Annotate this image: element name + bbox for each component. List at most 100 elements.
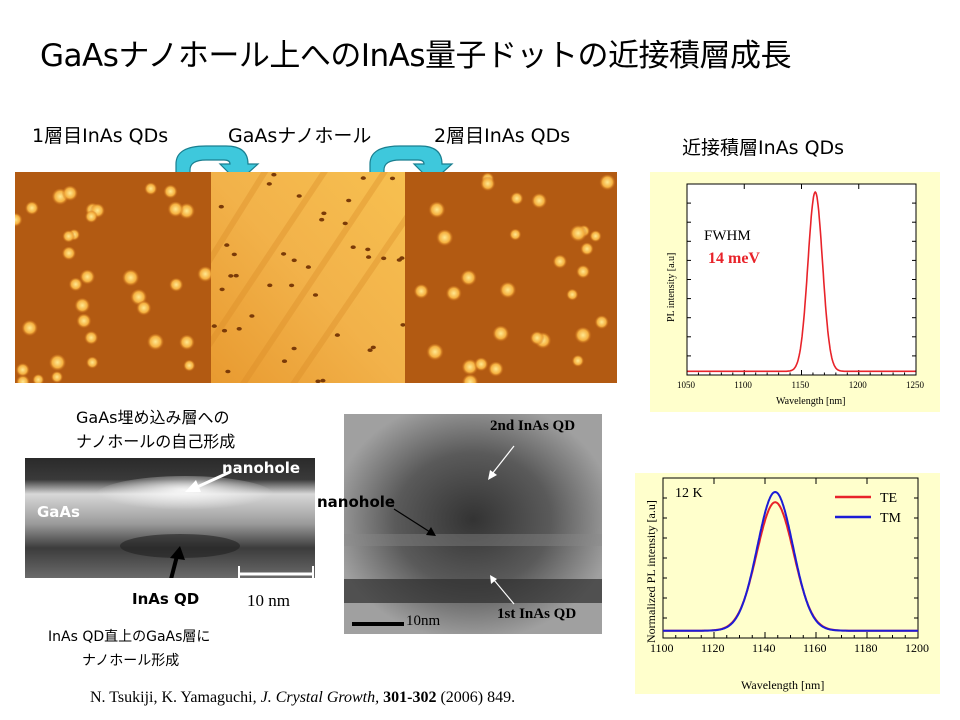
afm-dot [144, 182, 158, 196]
afm-dot [74, 298, 91, 315]
tem-scale-label-right: 10nm [406, 613, 441, 629]
afm-dot [445, 285, 462, 303]
pl-ylabel: PL intensity [a.u] [666, 253, 677, 322]
pl-xtick-label: 1150 [792, 380, 810, 390]
tem-label-nanohole: nanohole [222, 459, 301, 477]
pl-xtick-label: 1100 [734, 380, 752, 390]
afm-hole [370, 345, 376, 350]
afm-hole [228, 274, 234, 278]
reference-citation: N. Tsukiji, K. Yamaguchi, J. Crystal Gro… [90, 689, 515, 707]
afm-dot [15, 213, 23, 228]
afm-hole [267, 283, 273, 288]
afm-dot [492, 325, 510, 343]
afm-hole [221, 328, 228, 333]
afm-hole [266, 182, 272, 186]
afm-label-first-layer: 1層目InAs QDs [32, 125, 169, 147]
afm-dot [136, 300, 152, 317]
afm-hole [289, 283, 295, 288]
te-tm-xtick-label: 1100 [650, 641, 674, 655]
stacked-qd-label: 近接積層InAs QDs [682, 137, 845, 159]
afm-dot [197, 266, 211, 284]
afm-image-second-layer [405, 172, 617, 383]
afm-dot [599, 174, 616, 192]
afm-dot [435, 229, 454, 248]
afm-label-second-layer: 2層目InAs QDs [434, 125, 571, 147]
pl-xlabel: Wavelength [nm] [776, 396, 845, 407]
te-tm-xtick-label: 1160 [803, 641, 827, 655]
afm-dot [413, 284, 430, 300]
pl-fwhm-value: 14 meV [708, 250, 760, 267]
afm-dot [589, 230, 602, 243]
afm-dot [531, 193, 548, 210]
afm-dot [62, 230, 76, 244]
tem-image-stacked [344, 414, 602, 634]
afm-hole [399, 256, 405, 260]
afm-hole [381, 256, 387, 261]
afm-dot [510, 192, 524, 206]
afm-dot [509, 228, 522, 242]
afm-hole [400, 323, 405, 327]
tem-label-second-qd: 2nd InAs QD [490, 418, 576, 434]
afm-hole [334, 333, 340, 337]
afm-image-first-layer [15, 172, 211, 383]
legend-te-label: TE [880, 491, 897, 506]
afm-hole [236, 327, 242, 331]
afm-hole [281, 359, 288, 363]
afm-dot [529, 331, 545, 346]
afm-dot [580, 242, 594, 257]
afm-dot [552, 254, 568, 270]
tem-image-cross-section [25, 458, 315, 578]
tem-caption-bottom-line2: ナノホール形成 [82, 653, 180, 669]
afm-hole [320, 378, 326, 383]
afm-dot [428, 201, 446, 220]
tem-label-first-qd: 1st InAs QD [497, 606, 577, 622]
te-tm-xtick-label: 1200 [905, 641, 929, 655]
afm-dot [61, 185, 79, 203]
afm-dot [84, 331, 99, 346]
afm-hole [315, 379, 321, 383]
afm-dot [79, 269, 96, 286]
afm-dot [48, 354, 67, 373]
afm-dot [576, 265, 591, 280]
te-tm-xtick-label: 1120 [701, 641, 725, 655]
afm-dot [146, 333, 165, 352]
afm-hole [281, 252, 287, 256]
afm-hole [296, 194, 302, 198]
tem-caption-top-line2: ナノホールの自己形成 [76, 432, 236, 451]
afm-hole [218, 204, 224, 209]
pl-xtick-label: 1050 [677, 380, 696, 390]
tem-label-nanohole-right: nanohole [317, 493, 396, 511]
afm-hole [342, 221, 348, 226]
afm-dot [571, 355, 585, 368]
afm-dot [84, 210, 98, 224]
afm-dot [426, 343, 444, 362]
afm-dot [121, 269, 140, 288]
te-tm-ylabel: Normalized PL intensity [a.u] [644, 500, 658, 643]
afm-hole [233, 273, 239, 278]
pl-xtick-label: 1250 [906, 380, 925, 390]
afm-dot [178, 334, 195, 352]
afm-dot [569, 225, 588, 243]
afm-image-nanohole [211, 172, 405, 383]
reference-journal: J. Crystal Growth, [260, 689, 380, 706]
pl-fwhm-label: FWHM [704, 228, 751, 244]
legend-tm-label: TM [880, 511, 902, 526]
reference-authors: N. Tsukiji, K. Yamaguchi, [90, 689, 257, 706]
afm-hole [291, 346, 297, 351]
afm-dot [15, 363, 30, 378]
afm-hole [346, 198, 352, 203]
afm-hole [321, 211, 327, 216]
afm-dot [167, 201, 184, 219]
te-tm-temperature: 12 K [675, 486, 703, 501]
afm-hole [219, 287, 225, 292]
afm-hole [389, 176, 396, 181]
afm-dot [61, 246, 77, 262]
afm-hole [249, 314, 255, 318]
afm-dot [460, 270, 477, 287]
afm-hole [211, 324, 217, 328]
afm-hole [225, 369, 231, 374]
reference-rest: (2006) 849. [440, 689, 516, 706]
afm-dot [487, 361, 504, 378]
afm-hole [231, 252, 237, 257]
afm-hole [291, 258, 297, 263]
